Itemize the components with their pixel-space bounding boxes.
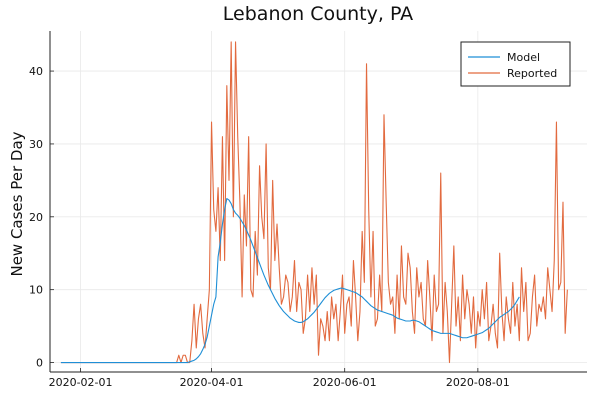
y-tick-label: 40 bbox=[29, 65, 43, 78]
x-tick-label: 2020-02-01 bbox=[49, 376, 113, 389]
series-line-reported bbox=[60, 41, 568, 364]
legend: Model Reported bbox=[460, 41, 571, 87]
x-tick-label: 2020-04-01 bbox=[180, 376, 244, 389]
x-tick-label: 2020-08-01 bbox=[446, 376, 510, 389]
y-tick-label: 10 bbox=[29, 284, 43, 297]
axes bbox=[49, 31, 587, 373]
legend-box bbox=[460, 41, 571, 87]
y-axis-label: New Cases Per Day bbox=[8, 131, 26, 276]
chart-title: Lebanon County, PA bbox=[223, 3, 413, 25]
series-lines bbox=[60, 41, 568, 364]
y-tick-label: 0 bbox=[36, 357, 43, 370]
tick-labels: 0 10 20 30 40 2020-02-01 2020-04-01 2020-06-01 2… bbox=[29, 65, 510, 389]
y-tick-label: 20 bbox=[29, 211, 43, 224]
legend-label-model: Model bbox=[507, 51, 540, 64]
grid bbox=[50, 31, 587, 372]
legend-label-reported: Reported bbox=[507, 67, 557, 80]
series-line-model bbox=[60, 198, 520, 364]
x-tick-label: 2020-06-01 bbox=[313, 376, 377, 389]
y-tick-label: 30 bbox=[29, 138, 43, 151]
